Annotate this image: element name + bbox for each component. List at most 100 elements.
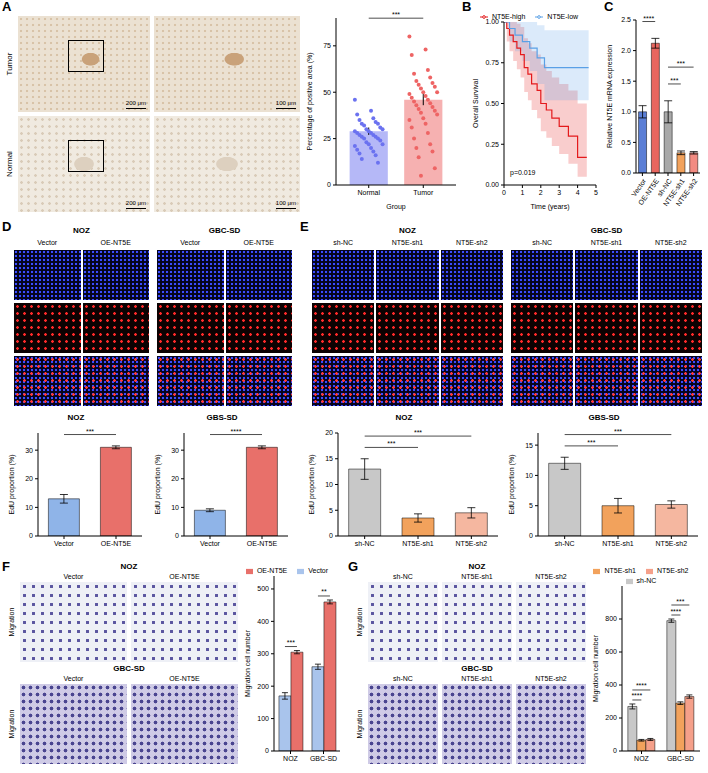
svg-text:NOZ: NOZ <box>283 755 299 762</box>
svg-text:****: **** <box>670 608 681 615</box>
svg-text:NT5E-sh1: NT5E-sh1 <box>602 540 634 547</box>
svg-text:GBC-SD: GBC-SD <box>310 755 337 762</box>
svg-text:***: *** <box>614 428 622 435</box>
svg-text:0: 0 <box>327 181 331 188</box>
svg-text:10: 10 <box>25 504 33 511</box>
svg-text:1.00: 1.00 <box>485 18 499 25</box>
svg-text:***: *** <box>414 429 422 436</box>
svg-text:GBC-SD: GBC-SD <box>667 755 694 762</box>
svg-text:15: 15 <box>525 442 533 449</box>
svg-text:OE-NT5E: OE-NT5E <box>247 540 278 547</box>
svg-text:EdU proportion (%): EdU proportion (%) <box>8 455 16 515</box>
svg-text:NT5E-sh2: NT5E-sh2 <box>456 540 488 547</box>
svg-text:0.5: 0.5 <box>621 139 631 146</box>
svg-text:EdU proportion (%): EdU proportion (%) <box>154 455 162 515</box>
svg-text:5: 5 <box>329 507 333 514</box>
svg-text:EdU proportion (%): EdU proportion (%) <box>508 455 516 515</box>
svg-text:Vector: Vector <box>54 540 75 547</box>
svg-text:0: 0 <box>613 747 617 754</box>
svg-text:Vector: Vector <box>200 540 221 547</box>
html-text:B: B <box>462 0 472 14</box>
svg-text:20: 20 <box>325 429 333 436</box>
svg-text:***: *** <box>387 440 395 447</box>
svg-text:OE-NT5E: OE-NT5E <box>637 177 661 207</box>
svg-text:***: *** <box>677 60 685 67</box>
svg-text:Tumor: Tumor <box>413 189 434 196</box>
svg-text:NOZ: NOZ <box>634 755 650 762</box>
svg-text:NT5E-sh1: NT5E-sh1 <box>661 177 686 208</box>
svg-text:10: 10 <box>325 481 333 488</box>
svg-text:10: 10 <box>525 472 533 479</box>
svg-text:30: 30 <box>25 447 33 454</box>
svg-text:***: *** <box>587 439 595 446</box>
svg-text:sh-NC: sh-NC <box>555 540 575 547</box>
svg-text:100: 100 <box>257 715 269 722</box>
svg-text:OE-NT5E: OE-NT5E <box>101 540 132 547</box>
svg-text:5: 5 <box>594 189 598 196</box>
svg-text:600: 600 <box>605 648 617 655</box>
svg-text:****: **** <box>631 692 642 699</box>
svg-text:****: **** <box>643 15 654 22</box>
svg-text:300: 300 <box>257 650 269 657</box>
svg-text:0: 0 <box>329 532 333 539</box>
svg-text:0.75: 0.75 <box>485 59 499 66</box>
svg-text:0.00: 0.00 <box>485 181 499 188</box>
svg-text:Migration cell number: Migration cell number <box>244 629 252 697</box>
svg-text:Vector: Vector <box>630 177 648 198</box>
svg-text:***: *** <box>676 598 684 605</box>
svg-text:1.5: 1.5 <box>621 78 631 85</box>
svg-text:***: *** <box>392 11 400 18</box>
svg-text:sh-NC: sh-NC <box>655 177 673 198</box>
html-text:A: A <box>2 0 12 14</box>
svg-text:0: 0 <box>175 532 179 539</box>
svg-text:****: **** <box>636 682 647 689</box>
svg-text:200: 200 <box>605 714 617 721</box>
svg-text:0: 0 <box>529 532 533 539</box>
svg-text:1: 1 <box>520 189 524 196</box>
svg-text:25: 25 <box>323 135 331 142</box>
svg-text:500: 500 <box>257 585 269 592</box>
svg-text:***: *** <box>670 77 678 84</box>
svg-text:2.5: 2.5 <box>621 16 631 23</box>
svg-text:Time (years): Time (years) <box>530 203 569 211</box>
svg-text:0: 0 <box>265 747 269 754</box>
svg-text:20: 20 <box>25 475 33 482</box>
svg-text:****: **** <box>231 428 242 435</box>
svg-text:400: 400 <box>257 618 269 625</box>
svg-text:15: 15 <box>325 455 333 462</box>
svg-text:0: 0 <box>502 189 506 196</box>
svg-text:Migration cell number: Migration cell number <box>592 634 600 702</box>
svg-text:**: ** <box>321 588 327 595</box>
svg-text:2: 2 <box>539 189 543 196</box>
svg-text:2.0: 2.0 <box>621 47 631 54</box>
svg-text:0: 0 <box>29 532 33 539</box>
svg-text:Percentage of positive area (%: Percentage of positive area (%) <box>306 52 314 150</box>
svg-text:10: 10 <box>171 504 179 511</box>
svg-text:***: *** <box>287 639 295 646</box>
svg-text:***: *** <box>86 428 94 435</box>
svg-text:400: 400 <box>605 681 617 688</box>
svg-text:50: 50 <box>323 89 331 96</box>
svg-text:4: 4 <box>576 189 580 196</box>
html-text:G: G <box>348 559 359 574</box>
svg-text:NT5E-sh2: NT5E-sh2 <box>656 540 688 547</box>
svg-text:NT5E-sh2: NT5E-sh2 <box>675 177 699 207</box>
svg-text:EdU proportion (%): EdU proportion (%) <box>308 455 316 515</box>
svg-text:Normal: Normal <box>357 189 380 196</box>
svg-text:800: 800 <box>605 615 617 622</box>
svg-text:20: 20 <box>171 475 179 482</box>
svg-text:Group: Group <box>386 203 406 211</box>
svg-text:75: 75 <box>323 42 331 49</box>
svg-text:200: 200 <box>257 683 269 690</box>
svg-text:0.0: 0.0 <box>621 169 631 176</box>
svg-text:sh-NC: sh-NC <box>355 540 375 547</box>
svg-text:30: 30 <box>171 447 179 454</box>
svg-text:0.50: 0.50 <box>485 100 499 107</box>
svg-text:5: 5 <box>529 502 533 509</box>
svg-text:0.25: 0.25 <box>485 141 499 148</box>
svg-text:Relative NT5E mRNA expression: Relative NT5E mRNA expression <box>606 45 614 148</box>
svg-text:1.0: 1.0 <box>621 108 631 115</box>
svg-text:NT5E-sh1: NT5E-sh1 <box>402 540 434 547</box>
svg-text:Overall Survival: Overall Survival <box>472 79 479 128</box>
svg-text:3: 3 <box>557 189 561 196</box>
